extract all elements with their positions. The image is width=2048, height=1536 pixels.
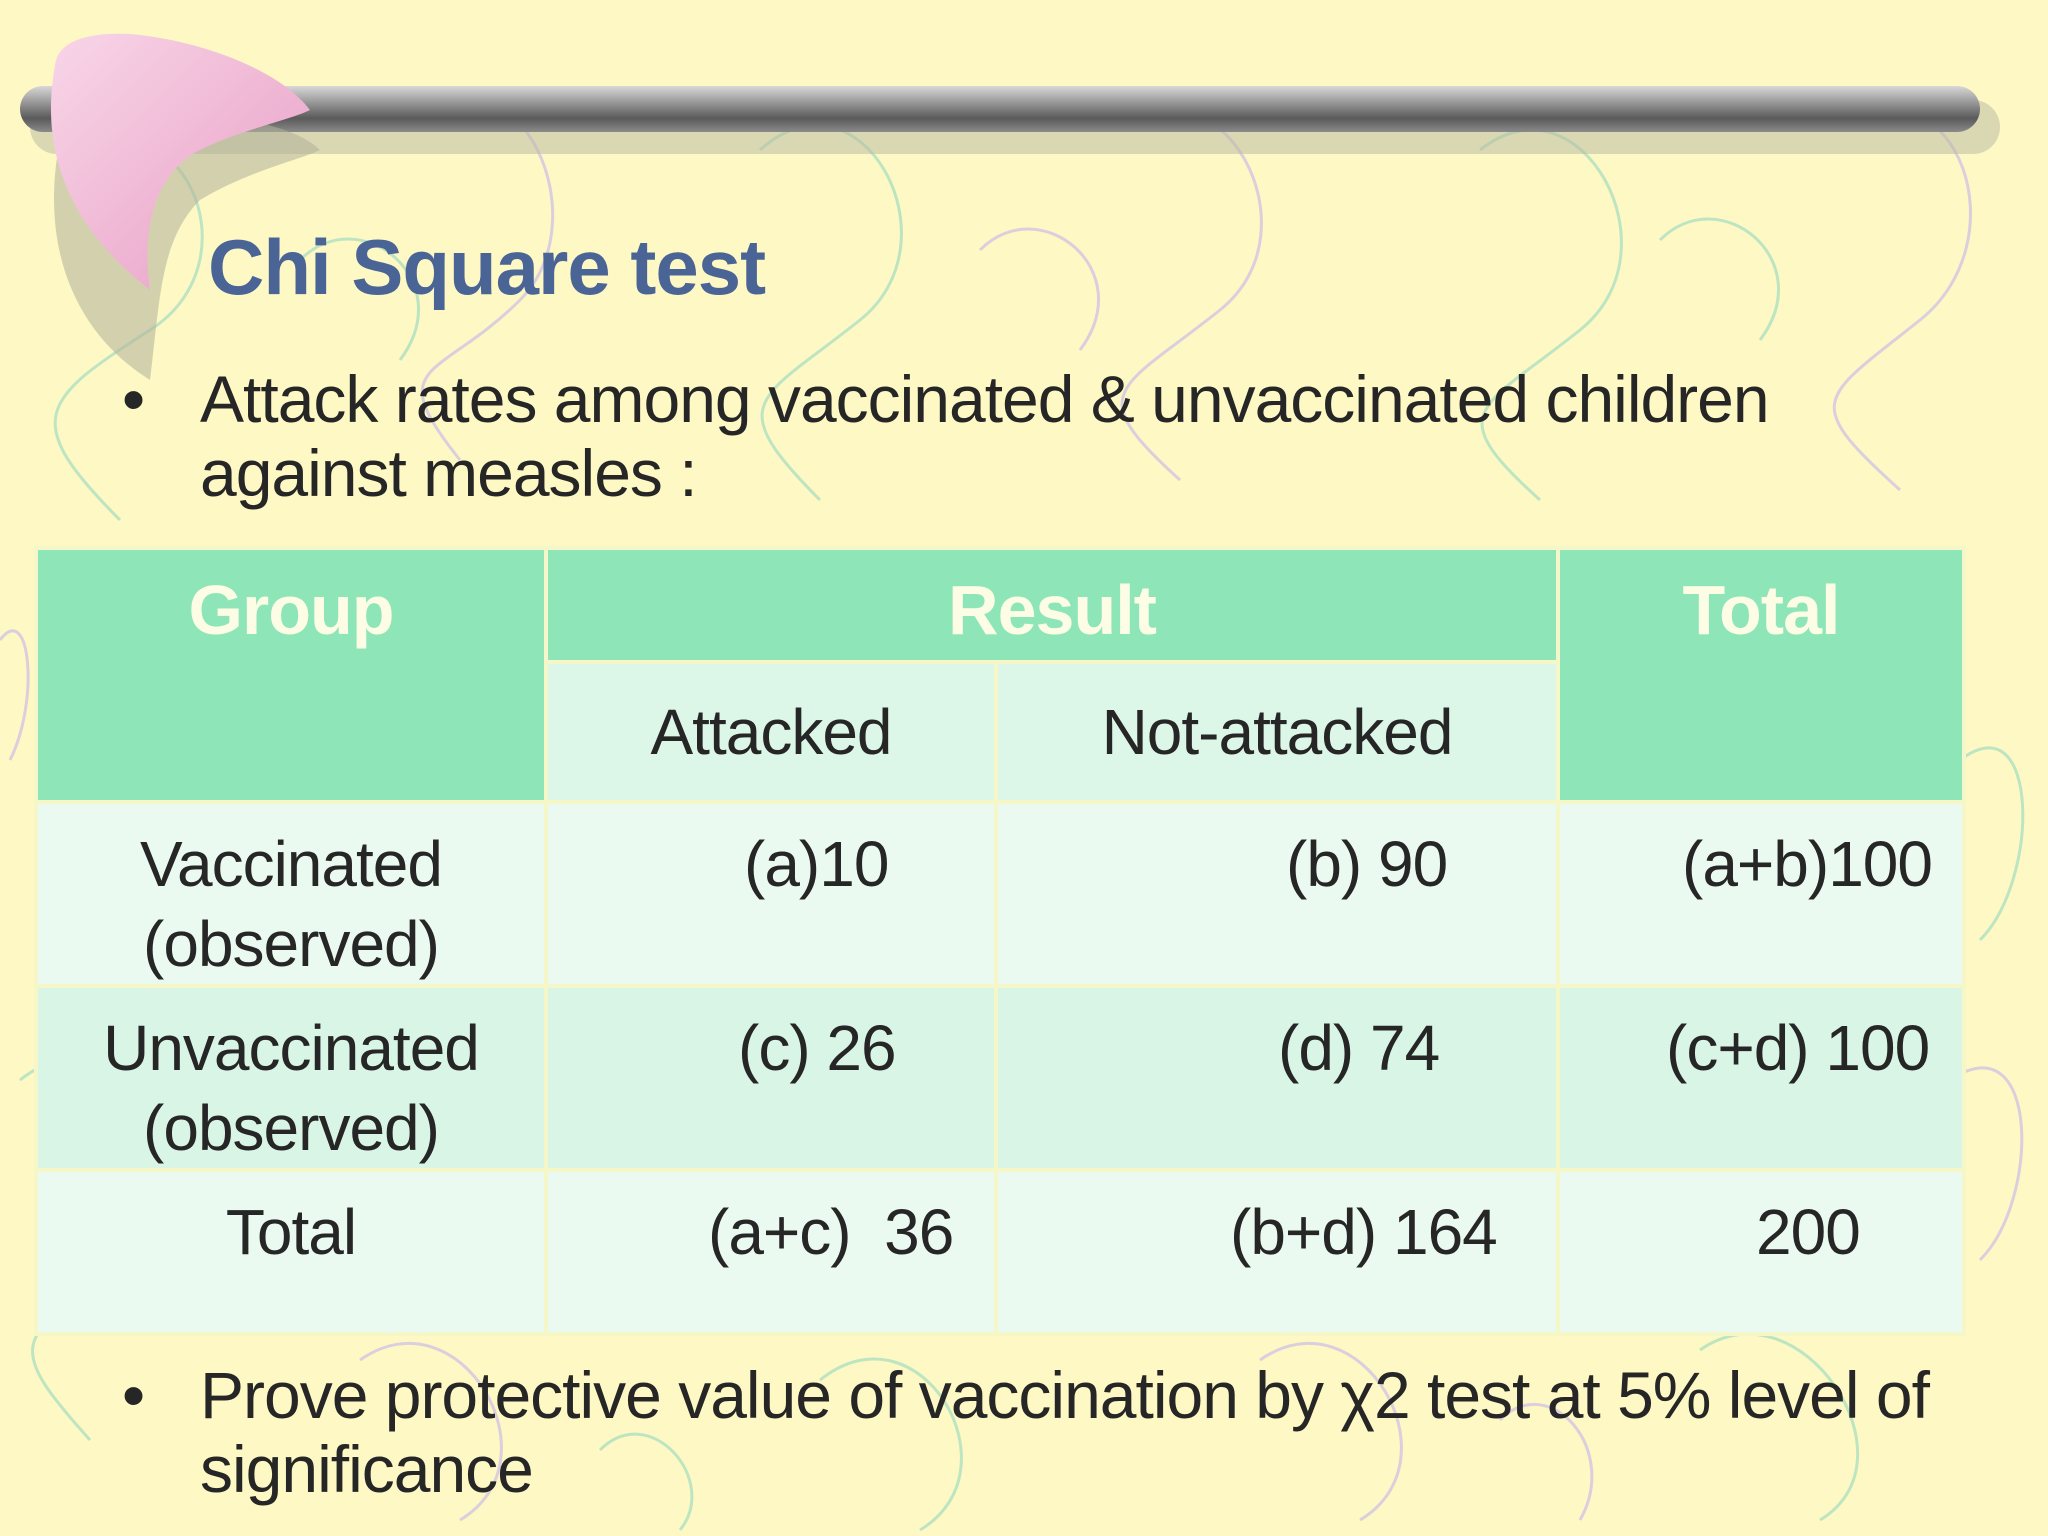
cell-not-attacked: (b+d) 164	[994, 1168, 1560, 1336]
cell-not-attacked: (b) 90	[994, 800, 1560, 988]
cell-attacked: (a)10	[544, 800, 998, 988]
contingency-table: Group Result Total Attacked Not-attacked…	[34, 546, 1966, 1336]
bullet-question-text: Prove protective value of vaccination by…	[200, 1358, 1930, 1506]
cell-total: (a+b)100	[1556, 800, 1966, 988]
contingency-table-grid: Group Result Total Attacked Not-attacked…	[34, 546, 1966, 1336]
cell-attacked: (c) 26	[544, 984, 998, 1172]
bullet-intro-text: Attack rates among vaccinated & unvaccin…	[200, 362, 1770, 510]
group-label-cell: Vaccinated (observed)	[34, 800, 548, 988]
header-group: Group	[34, 546, 548, 804]
subheader-not-attacked: Not-attacked	[994, 660, 1560, 804]
bullet-intro: • Attack rates among vaccinated & unvacc…	[122, 362, 1982, 510]
group-label-cell: Unvaccinated (observed)	[34, 984, 548, 1172]
group-label-cell: Total	[34, 1168, 548, 1336]
table-row-total: Total (a+c) 36 (b+d) 164 200	[34, 1168, 1966, 1336]
cell-total: (c+d) 100	[1556, 984, 1966, 1172]
header-total: Total	[1556, 546, 1966, 804]
cell-not-attacked: (d) 74	[994, 984, 1560, 1172]
table-row-vaccinated: Vaccinated (observed) (a)10 (b) 90 (a+b)…	[34, 800, 1966, 988]
subheader-attacked: Attacked	[544, 660, 998, 804]
cell-total: 200	[1556, 1168, 1966, 1336]
header-result: Result	[544, 546, 1560, 664]
bullet-marker: •	[122, 1358, 145, 1432]
group-label-line: Unvaccinated	[103, 1012, 480, 1084]
group-label-line: Total	[225, 1196, 357, 1268]
metal-rod-icon	[20, 86, 2000, 154]
bullet-marker: •	[122, 362, 145, 436]
table-row-unvaccinated: Unvaccinated (observed) (c) 26 (d) 74 (c…	[34, 984, 1966, 1172]
cell-attacked: (a+c) 36	[544, 1168, 998, 1336]
group-label-line: Vaccinated	[140, 828, 443, 900]
boomerang-icon	[50, 33, 320, 380]
group-label-line: (observed)	[143, 908, 440, 980]
slide-title: Chi Square test	[208, 223, 766, 311]
group-label-line: (observed)	[143, 1092, 440, 1164]
bullet-question: • Prove protective value of vaccination …	[122, 1358, 1982, 1506]
